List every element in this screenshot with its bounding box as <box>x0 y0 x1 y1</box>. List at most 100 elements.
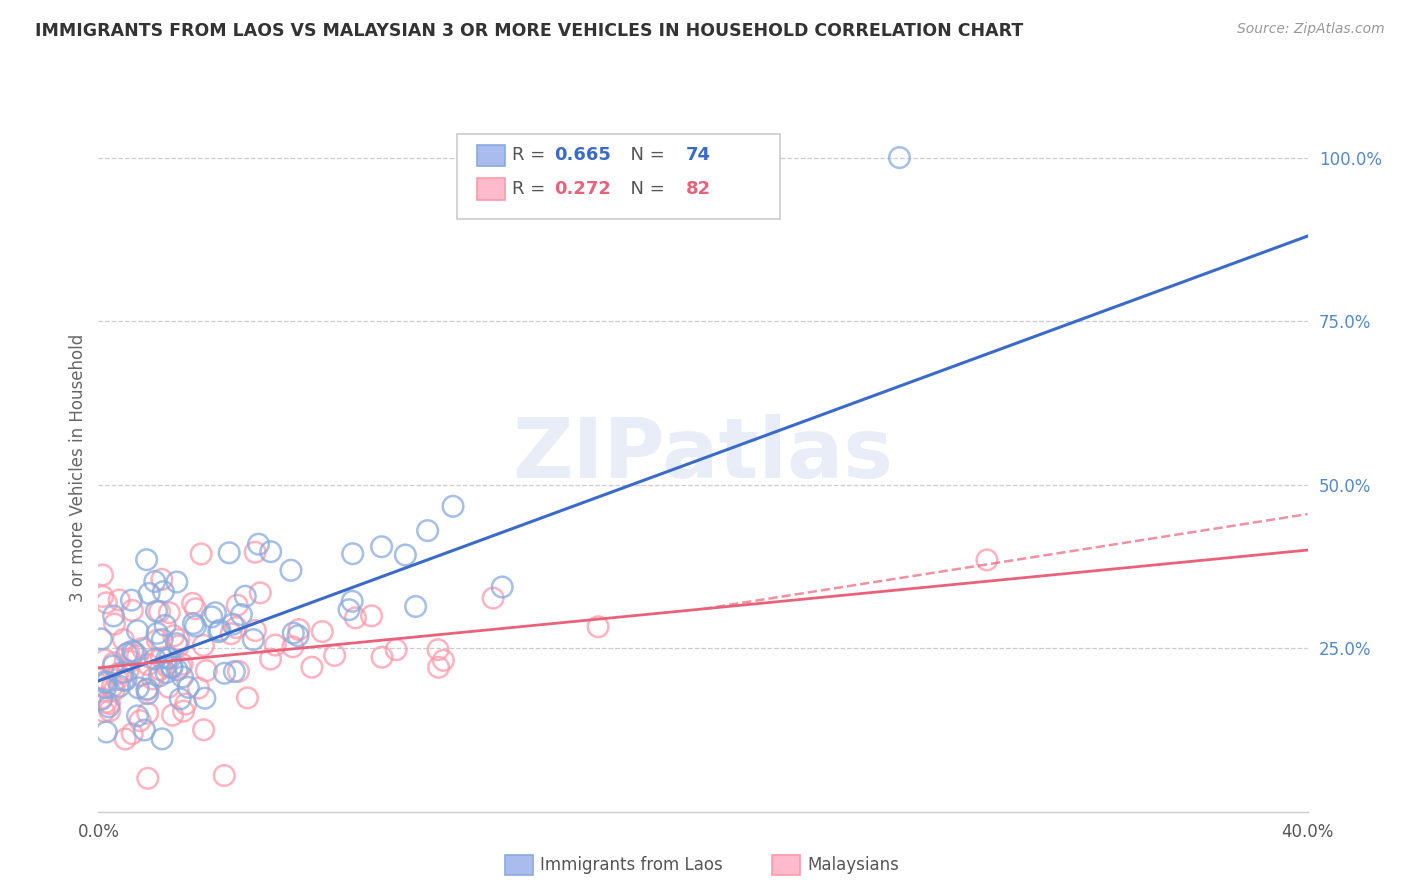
Point <box>243 545 266 559</box>
Point <box>405 599 427 614</box>
Point <box>93 705 115 719</box>
Point <box>226 598 249 612</box>
Point <box>160 660 183 674</box>
Point <box>146 633 169 648</box>
Point <box>96 596 118 610</box>
Point <box>120 654 142 668</box>
Point <box>166 663 188 677</box>
Point <box>342 547 364 561</box>
Point <box>142 672 165 686</box>
Point <box>143 652 166 666</box>
Point <box>245 624 267 638</box>
Point <box>98 704 121 718</box>
Point <box>160 660 183 674</box>
Point <box>169 660 191 674</box>
Point <box>155 665 177 680</box>
Point <box>247 537 270 551</box>
Point <box>337 602 360 616</box>
Point <box>136 687 159 701</box>
Point <box>172 657 194 672</box>
Text: 0.665: 0.665 <box>554 146 610 164</box>
Point <box>153 618 176 632</box>
Point <box>166 574 188 589</box>
Point <box>150 731 173 746</box>
Text: Source: ZipAtlas.com: Source: ZipAtlas.com <box>1237 22 1385 37</box>
Text: 74: 74 <box>686 146 711 164</box>
Point <box>93 675 115 690</box>
Point <box>111 665 134 680</box>
Point <box>103 658 125 673</box>
Point <box>169 691 191 706</box>
Point <box>181 596 204 610</box>
Point <box>146 626 169 640</box>
Point <box>167 639 190 653</box>
Point <box>134 723 156 737</box>
Point <box>94 681 117 695</box>
Point <box>90 691 112 706</box>
Point <box>129 714 152 728</box>
Y-axis label: 3 or more Vehicles in Household: 3 or more Vehicles in Household <box>69 334 87 602</box>
Point <box>136 706 159 721</box>
Point <box>91 568 114 582</box>
Point <box>166 637 188 651</box>
Point <box>242 632 264 647</box>
Point <box>586 620 609 634</box>
Point <box>150 573 173 587</box>
Point <box>441 500 464 514</box>
Point <box>208 624 231 639</box>
Point <box>157 680 180 694</box>
Point <box>212 768 235 782</box>
Text: N =: N = <box>619 180 671 198</box>
Point <box>135 683 157 698</box>
Point <box>148 669 170 683</box>
Point <box>184 619 207 633</box>
Point <box>432 653 454 667</box>
Point <box>136 681 159 696</box>
Point <box>416 524 439 538</box>
Point <box>149 663 172 677</box>
Point <box>115 673 138 687</box>
Text: Malaysians: Malaysians <box>807 856 898 874</box>
Point <box>174 697 197 711</box>
Point <box>150 632 173 647</box>
Point <box>427 642 450 657</box>
Point <box>394 548 416 562</box>
Point <box>103 683 125 698</box>
Point <box>193 723 215 737</box>
Point <box>224 665 246 679</box>
Point <box>249 586 271 600</box>
Point <box>236 690 259 705</box>
Point <box>121 593 143 607</box>
Point <box>136 657 159 672</box>
Point <box>90 632 112 646</box>
Point <box>103 617 125 632</box>
Point <box>260 544 283 558</box>
Point <box>103 609 125 624</box>
Point <box>135 552 157 566</box>
Text: 0.272: 0.272 <box>554 180 610 198</box>
Point <box>219 626 242 640</box>
Point <box>115 647 138 661</box>
Point <box>283 626 305 640</box>
Point <box>173 704 195 718</box>
Point <box>91 590 114 604</box>
Point <box>129 668 152 682</box>
Point <box>204 606 226 620</box>
Point <box>222 617 245 632</box>
Point <box>311 624 333 639</box>
Point <box>121 603 143 617</box>
Point <box>121 644 143 658</box>
Point <box>427 660 450 674</box>
Point <box>138 586 160 600</box>
Point <box>121 727 143 741</box>
Point <box>195 664 218 678</box>
Text: R =: R = <box>512 146 551 164</box>
Point <box>976 553 998 567</box>
Point <box>385 642 408 657</box>
Point <box>231 607 253 622</box>
Point <box>370 540 392 554</box>
Point <box>136 772 159 786</box>
Point <box>94 695 117 709</box>
Point <box>214 666 236 681</box>
Point <box>157 606 180 620</box>
